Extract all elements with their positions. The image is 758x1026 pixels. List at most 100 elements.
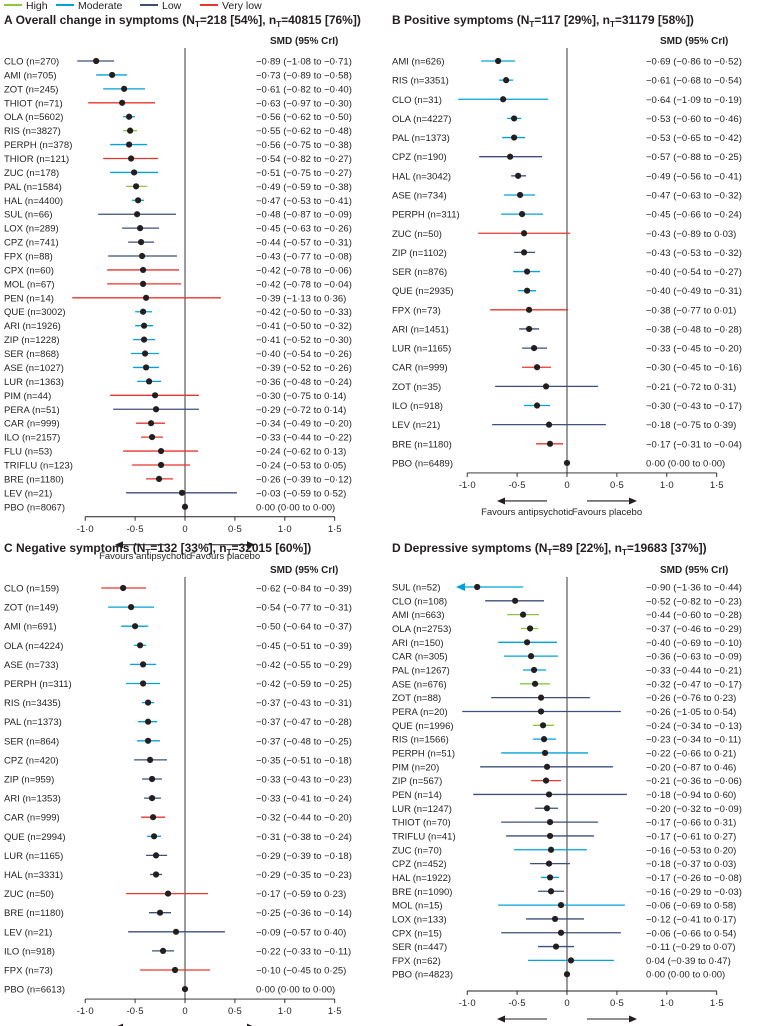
point-estimate	[545, 860, 553, 867]
row-label: ZOT (n=88)	[392, 693, 441, 704]
title-subscript: T	[547, 548, 552, 557]
point-estimate	[151, 392, 159, 399]
point-estimate	[119, 99, 126, 106]
row-label: LUR (n=1165)	[392, 344, 451, 355]
row-label: PEN (n=14)	[4, 293, 54, 304]
ci-value: −0·52 (−0·82 to −0·23)	[646, 596, 742, 607]
point-estimate	[563, 971, 571, 978]
point-estimate	[156, 909, 164, 916]
point-estimate	[500, 96, 507, 103]
ci-value: −0·61 (−0·68 to −0·54)	[646, 76, 742, 87]
x-tick-label: 1·5	[328, 1006, 342, 1017]
row-label: QUE (n=1996)	[392, 721, 454, 732]
panel-title: A Overall change in symptoms (NT=218 [54…	[4, 13, 361, 29]
point-estimate	[127, 127, 134, 134]
favours-right-arrowhead	[629, 497, 637, 505]
point-estimate	[546, 874, 554, 881]
point-estimate	[181, 503, 189, 510]
favours-placebo-label: Favours placebo	[572, 507, 642, 518]
column-header: SMD (95% CrI)	[660, 36, 728, 47]
point-estimate	[131, 169, 138, 176]
ci-value: −0·41 (−0·50 to −0·32)	[256, 321, 352, 332]
legend-label: High	[26, 0, 48, 12]
point-estimate	[152, 852, 160, 859]
favours-antipsychotic-label: Favours antipsychotic	[481, 507, 573, 518]
row-label: CPZ (n=190)	[392, 152, 447, 163]
ci-value: −0·49 (−0·56 to −0·41)	[646, 171, 742, 182]
ci-value: −0·69 (−0·86 to −0·52)	[646, 57, 742, 68]
point-estimate	[147, 420, 155, 427]
x-tick-label: -0·5	[127, 524, 144, 535]
point-estimate	[141, 350, 149, 357]
row-label: ZOT (n=149)	[4, 603, 58, 614]
ci-value: −0·22 (−0·66 to 0·21)	[646, 748, 736, 759]
row-label: FPX (n=73)	[392, 305, 441, 316]
row-label: RIS (n=3351)	[392, 76, 449, 87]
ci-value: −0·37 (−0·47 to −0·28)	[256, 717, 352, 728]
row-label: PBO (n=8067)	[4, 502, 65, 513]
row-label: PAL (n=1584)	[4, 182, 62, 193]
ci-value: −0·56 (−0·62 to −0·50)	[256, 112, 352, 123]
ci-value: −0·22 (−0·33 to −0·11)	[256, 946, 351, 957]
point-estimate	[140, 336, 148, 343]
row-label: FPX (n=62)	[392, 956, 441, 967]
panel-letter: C	[4, 541, 16, 555]
title-subscript: T	[276, 20, 281, 29]
row-label: PERPH (n=311)	[4, 679, 72, 690]
row-label: AMI (n=691)	[4, 622, 57, 633]
row-label: ASE (n=676)	[392, 679, 447, 690]
row-label: PERPH (n=51)	[392, 748, 455, 759]
point-estimate	[139, 280, 147, 287]
row-label: THIOT (n=70)	[392, 818, 451, 829]
point-estimate	[157, 447, 165, 455]
point-estimate	[511, 134, 518, 141]
ci-value: −0·31 (−0·38 to −0·24)	[256, 832, 352, 843]
row-label: AMI (n=663)	[392, 610, 445, 621]
x-tick-label: 1·0	[278, 1006, 292, 1017]
point-estimate	[563, 459, 571, 467]
point-estimate	[93, 57, 100, 65]
point-estimate	[557, 901, 565, 909]
point-estimate	[146, 756, 154, 764]
point-estimate	[126, 113, 133, 120]
row-label: PEN (n=14)	[392, 790, 442, 801]
point-estimate	[132, 183, 140, 190]
row-label: ARI (n=150)	[392, 638, 444, 649]
point-estimate	[547, 846, 555, 853]
ci-value: −0·32 (−0·47 to −0·17)	[646, 679, 742, 690]
point-estimate	[557, 929, 565, 936]
row-label: PERPH (n=378)	[4, 140, 72, 151]
row-label: TRIFLU (n=123)	[4, 460, 73, 471]
point-estimate	[164, 890, 172, 897]
row-label: CLO (n=108)	[392, 596, 447, 607]
x-tick-label: 1·0	[660, 480, 674, 491]
row-label: ASE (n=733)	[4, 660, 59, 671]
row-label: ASE (n=1027)	[4, 363, 64, 374]
ci-value: −0·37 (−0·46 to −0·29)	[646, 624, 742, 635]
ci-value: −0·49 (−0·59 to −0·38)	[256, 182, 352, 193]
favours-left-arrowhead	[497, 1015, 505, 1023]
ci-value: −0·18 (−0·75 to 0·39)	[646, 420, 736, 431]
ci-value: −0·43 (−0·53 to −0·32)	[646, 248, 742, 259]
row-label: MOL (n=67)	[4, 279, 55, 290]
point-estimate	[121, 85, 128, 92]
point-estimate	[552, 943, 560, 950]
point-estimate	[148, 434, 156, 441]
x-tick-label: 1·5	[328, 524, 342, 535]
row-label: SUL (n=52)	[392, 583, 441, 594]
forest-panel-c: C Negative symptoms (NT=132 [33%], nT=32…	[4, 541, 352, 1026]
title-subscript: T	[145, 548, 150, 557]
ci-value: −0·39 (−1·13 to 0·36)	[256, 293, 346, 304]
row-label: HAL (n=1922)	[392, 873, 451, 884]
point-estimate	[531, 680, 539, 687]
row-label: LUR (n=1247)	[392, 804, 452, 815]
point-estimate	[507, 153, 514, 160]
x-tick-label: 0·5	[228, 1006, 242, 1017]
row-label: SER (n=868)	[4, 349, 59, 360]
ci-value: −0·18 (−0·94 to 0·60)	[646, 790, 736, 801]
point-estimate	[136, 642, 144, 649]
ci-value: −0·41 (−0·52 to −0·30)	[256, 335, 352, 346]
row-label: BRE (n=1180)	[4, 908, 64, 919]
ci-value: −0·26 (−0·76 to 0·23)	[646, 693, 736, 704]
point-estimate	[474, 583, 481, 591]
